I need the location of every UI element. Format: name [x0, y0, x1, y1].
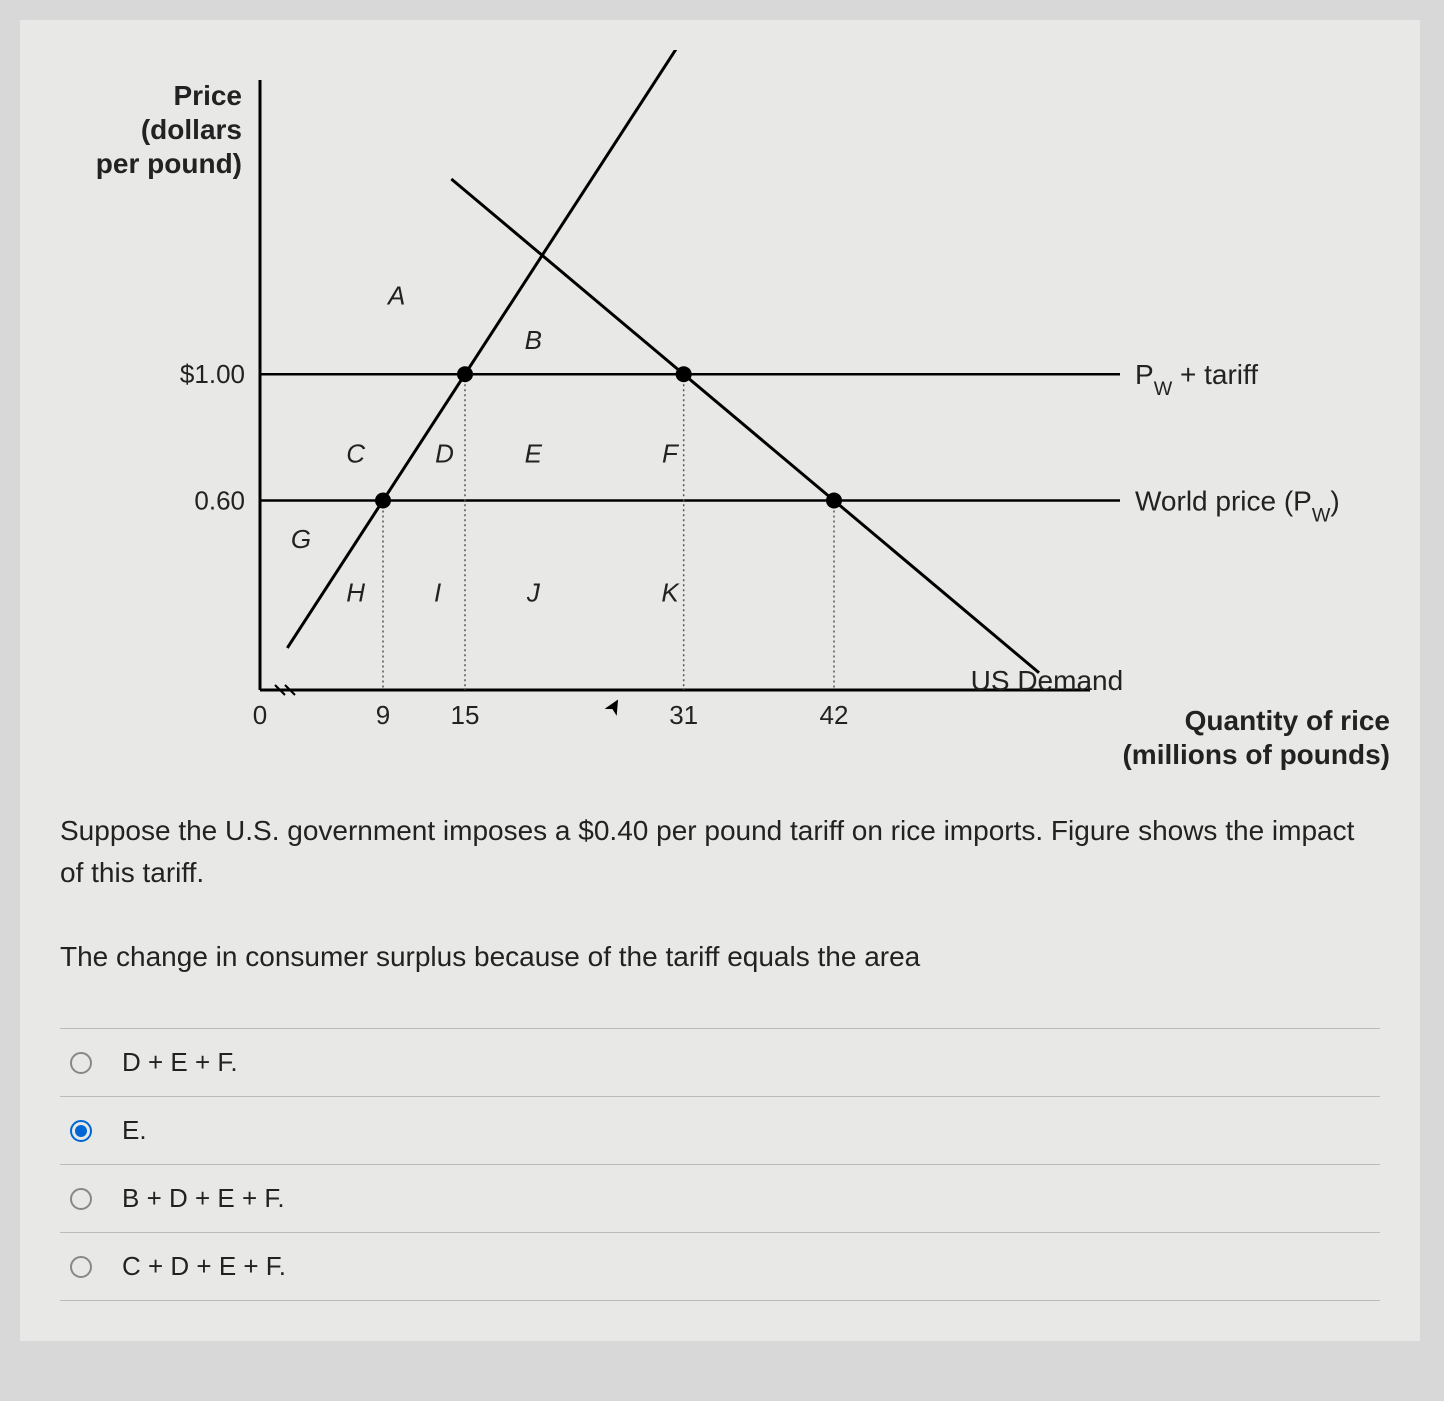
x-tick: 0: [253, 700, 267, 730]
tariff-chart: Price(dollarsper pound)Quantity of rice(…: [60, 50, 1380, 770]
question-text: Suppose the U.S. government imposes a $0…: [60, 810, 1380, 978]
chart-point: [826, 493, 842, 509]
y-axis-label: per pound): [96, 148, 242, 179]
option-opt-a[interactable]: D + E + F.: [60, 1028, 1380, 1096]
chart-point: [375, 493, 391, 509]
region-label-I: I: [434, 578, 441, 608]
x-axis-label: (millions of pounds): [1122, 739, 1390, 770]
price-line-label: World price (PW): [1135, 486, 1340, 527]
option-label: E.: [122, 1115, 147, 1146]
region-label-B: B: [525, 325, 542, 355]
answer-options: D + E + F. E. B + D + E + F. C + D + E + F.: [60, 1028, 1380, 1301]
region-label-K: K: [661, 578, 680, 608]
radio-button[interactable]: [70, 1120, 92, 1142]
x-tick: 31: [669, 700, 698, 730]
x-tick: 42: [820, 700, 849, 730]
region-label-A: A: [386, 281, 405, 311]
region-label-F: F: [662, 439, 680, 469]
chart-point: [457, 366, 473, 382]
demand-label: US Demand: [971, 665, 1124, 696]
radio-button[interactable]: [70, 1052, 92, 1074]
y-tick: $1.00: [180, 359, 245, 389]
prompt-line-1: Suppose the U.S. government imposes a $0…: [60, 810, 1380, 894]
question-page: Price(dollarsper pound) Quantity of rice(…: [20, 20, 1420, 1341]
chart-svg: Price(dollarsper pound) Quantity of rice(…: [60, 50, 1420, 770]
region-label-D: D: [435, 439, 454, 469]
prompt-line-2: The change in consumer surplus because o…: [60, 936, 1380, 978]
cursor-icon: ➤: [598, 692, 629, 720]
y-tick: 0.60: [194, 486, 245, 516]
region-label-H: H: [346, 578, 365, 608]
option-opt-d[interactable]: C + D + E + F.: [60, 1232, 1380, 1301]
chart-point: [676, 366, 692, 382]
price-line-label: PW + tariff: [1135, 359, 1258, 400]
x-tick: 9: [376, 700, 390, 730]
radio-button[interactable]: [70, 1188, 92, 1210]
supply-curve: [287, 50, 711, 648]
option-opt-c[interactable]: B + D + E + F.: [60, 1164, 1380, 1232]
option-label: B + D + E + F.: [122, 1183, 285, 1214]
option-opt-b[interactable]: E.: [60, 1096, 1380, 1164]
y-axis-label: (dollars: [141, 114, 242, 145]
x-axis-label: Quantity of rice: [1185, 705, 1390, 736]
radio-button[interactable]: [70, 1256, 92, 1278]
region-label-G: G: [291, 524, 311, 554]
option-label: D + E + F.: [122, 1047, 238, 1078]
y-axis-label: Price: [174, 80, 243, 111]
region-label-E: E: [525, 439, 543, 469]
region-label-J: J: [526, 578, 541, 608]
option-label: C + D + E + F.: [122, 1251, 286, 1282]
x-tick: 15: [451, 700, 480, 730]
region-label-C: C: [346, 439, 365, 469]
